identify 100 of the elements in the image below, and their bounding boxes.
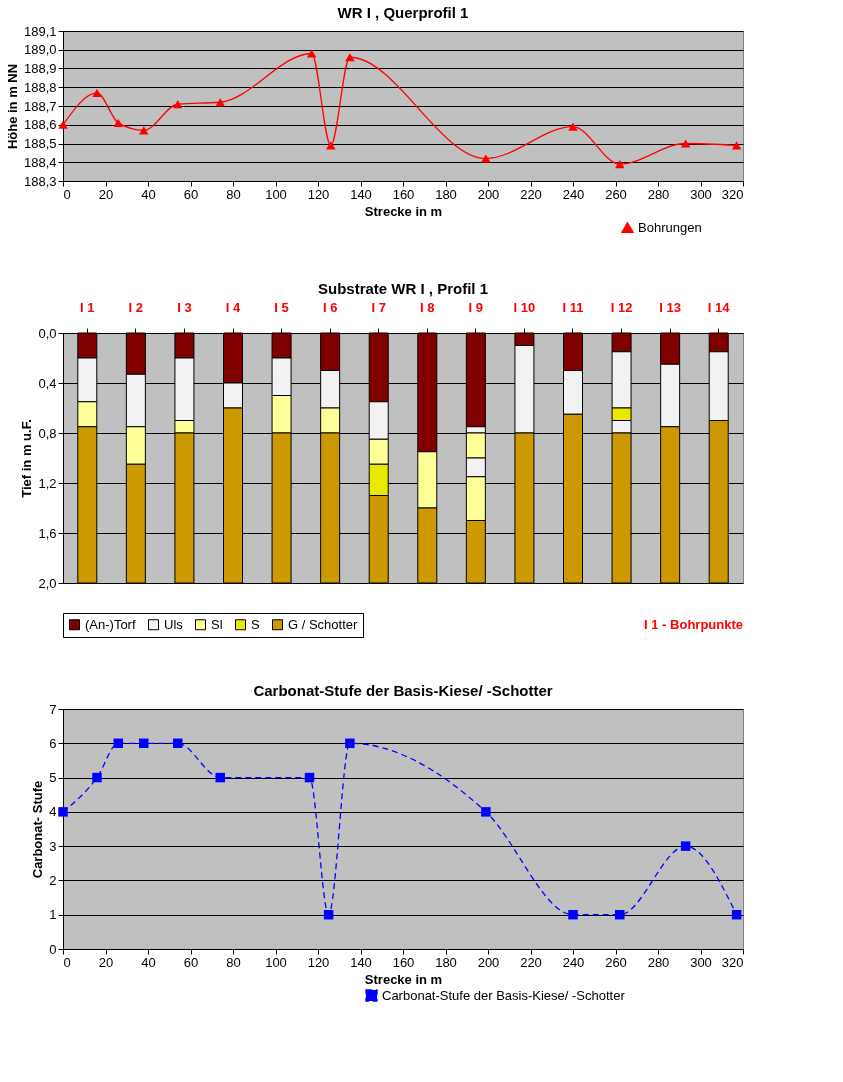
x-tick-label: 0 xyxy=(63,186,71,202)
legend-label: (An-)Torf xyxy=(85,616,136,632)
y-tick-label: 188,8 xyxy=(23,79,57,95)
x-tick-label: I 7 xyxy=(371,299,386,315)
x-tick-label: 20 xyxy=(98,954,114,970)
legend-label: Sl xyxy=(211,616,223,632)
x-tick-label: I 4 xyxy=(225,299,241,315)
y-tick-label: 188,5 xyxy=(23,136,57,151)
x-tick-label: 260 xyxy=(605,186,627,202)
x-tick-label: 0 xyxy=(63,954,71,970)
y-tick-label: 7 xyxy=(49,701,57,717)
x-tick-label: 120 xyxy=(307,954,330,970)
y-tick-label: 189,1 xyxy=(23,23,57,39)
y-tick-label: 2,0 xyxy=(38,575,57,591)
x-tick-label: 280 xyxy=(647,186,670,202)
x-tick-label: 300 xyxy=(690,954,712,970)
legend-label: Uls xyxy=(164,616,184,632)
y-tick-label: 188,4 xyxy=(23,154,57,170)
y-tick-label: 0,0 xyxy=(38,325,57,341)
chart-title: Substrate WR I , Profil 1 xyxy=(317,280,489,297)
x-tick-label: 200 xyxy=(477,186,500,202)
point xyxy=(481,154,491,163)
x-tick-label: I 3 xyxy=(177,299,192,315)
x-tick-label: 160 xyxy=(392,186,415,202)
point xyxy=(345,53,355,62)
y-tick-label: 188,3 xyxy=(23,173,57,189)
point xyxy=(173,738,183,749)
x-axis-title: Strecke in m xyxy=(364,203,443,219)
x-tick-label: I 10 xyxy=(513,299,536,315)
y-tick-label: 188,9 xyxy=(23,61,57,76)
x-tick-label: 300 xyxy=(690,186,712,202)
x-tick-label: 140 xyxy=(350,186,372,202)
x-tick-label: 240 xyxy=(562,186,585,202)
y-axis-title: Carbonat- Stufe xyxy=(30,780,46,879)
x-tick-label: I 11 xyxy=(562,299,584,315)
y-tick-label: 0,8 xyxy=(38,425,57,441)
point xyxy=(615,909,625,920)
y-axis-title: Höhe in m NN xyxy=(4,63,20,150)
y-tick-label: 2 xyxy=(49,872,57,888)
y-axis-title: Tief in m u.F. xyxy=(19,419,35,498)
point xyxy=(615,160,625,169)
x-tick-label: 260 xyxy=(605,954,627,970)
point xyxy=(173,100,183,109)
y-tick-label: 1,2 xyxy=(38,475,57,491)
point xyxy=(215,772,225,783)
x-tick-label: 200 xyxy=(477,954,500,970)
x-tick-label: I 13 xyxy=(659,299,681,315)
point xyxy=(92,88,102,97)
x-tick-label: 40 xyxy=(141,186,156,202)
x-tick-label: I 5 xyxy=(274,299,289,315)
point xyxy=(139,738,149,749)
x-tick-label: 160 xyxy=(392,954,415,970)
x-tick-label: 280 xyxy=(647,954,670,970)
x-tick-label: 180 xyxy=(435,954,457,970)
y-tick-label: 4 xyxy=(49,804,57,820)
y-tick-label: 0,4 xyxy=(38,375,57,391)
x-tick-label: 80 xyxy=(226,954,241,970)
legend-label: S xyxy=(251,616,260,632)
point xyxy=(306,49,317,58)
legend-label: G / Schotter xyxy=(288,616,359,632)
legend-label: Bohrungen xyxy=(638,219,702,235)
y-tick-label: 1 xyxy=(49,907,57,923)
y-tick-label: 188,6 xyxy=(23,117,57,133)
x-tick-label: 120 xyxy=(307,186,330,202)
y-tick-label: 6 xyxy=(49,735,57,751)
point xyxy=(92,772,102,783)
point xyxy=(680,841,691,851)
chart-title: Carbonat-Stufe der Basis-Kiese/ -Schotter xyxy=(253,682,553,699)
x-tick-label: 220 xyxy=(520,186,542,202)
x-tick-label: I 12 xyxy=(610,299,633,315)
x-tick-label: 140 xyxy=(350,954,372,970)
y-tick-label: 5 xyxy=(49,770,57,786)
point xyxy=(481,807,491,817)
x-tick-label: 80 xyxy=(226,186,241,202)
x-tick-label: I 1 xyxy=(80,299,95,315)
y-tick-label: 188,7 xyxy=(23,98,57,114)
y-tick-label: 1,6 xyxy=(38,525,57,541)
x-tick-label: 20 xyxy=(98,186,114,202)
point xyxy=(345,738,355,749)
point xyxy=(731,141,742,150)
x-tick-label: 60 xyxy=(183,954,199,970)
x-tick-label: 60 xyxy=(183,186,199,202)
point xyxy=(731,909,742,920)
point xyxy=(304,772,315,783)
x-tick-label: I 9 xyxy=(468,299,484,315)
x-tick-label: 320 xyxy=(721,186,744,202)
x-tick-label: 180 xyxy=(435,186,457,202)
x-tick-label: 320 xyxy=(721,954,744,970)
chart-title: WR I , Querprofil 1 xyxy=(337,4,469,21)
x-tick-label: 100 xyxy=(265,954,287,970)
x-tick-label: 220 xyxy=(520,954,542,970)
x-tick-label: I 6 xyxy=(322,299,338,315)
y-tick-label: 189,0 xyxy=(23,42,57,58)
y-tick-label: 0 xyxy=(49,941,57,957)
x-tick-label: 100 xyxy=(265,186,287,202)
point xyxy=(568,909,578,920)
x-tick-label: 240 xyxy=(562,954,585,970)
x-tick-label: I 2 xyxy=(128,299,144,315)
point xyxy=(58,807,68,817)
x-tick-label: I 8 xyxy=(420,299,435,315)
